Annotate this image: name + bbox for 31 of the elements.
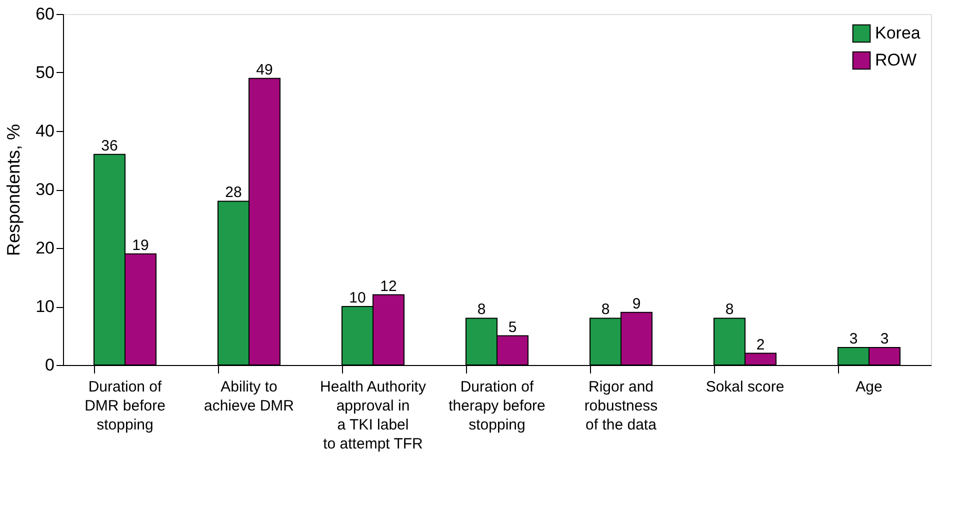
legend-label: Korea: [875, 24, 921, 42]
y-tick-label: 0: [45, 356, 54, 374]
x-tick-label: Sokal score: [706, 378, 784, 396]
data-label: 9: [632, 295, 641, 312]
data-label: 8: [477, 301, 486, 318]
y-tick-label: 60: [36, 4, 54, 24]
data-label: 19: [132, 236, 149, 254]
y-tick-label: 20: [36, 238, 54, 258]
data-label: 10: [349, 290, 366, 306]
data-label: 3: [849, 330, 858, 348]
x-tick-label: Duration of DMR before stopping: [84, 378, 166, 434]
y-tick-label: 50: [36, 63, 54, 82]
data-label: 12: [380, 278, 397, 295]
x-tick-label: Ability to achieve DMR: [204, 378, 294, 414]
y-tick-label: 40: [36, 122, 54, 140]
data-label: 2: [756, 336, 765, 354]
data-label: 8: [725, 301, 734, 318]
data-label: 28: [225, 184, 242, 202]
y-axis-title: Respondents, %: [4, 124, 24, 256]
x-tick-label: Rigor and robustness of the data: [584, 378, 658, 434]
x-tick-label: Duration of therapy before stopping: [448, 378, 546, 434]
y-tick-label: 30: [36, 180, 54, 199]
data-label: 36: [101, 137, 118, 154]
data-label: 49: [256, 61, 273, 78]
data-label: 8: [601, 301, 610, 318]
x-tick-label: Age: [856, 378, 882, 396]
legend-label: ROW: [875, 50, 917, 70]
data-label: 5: [508, 318, 517, 336]
x-tick-label: Health Authority approval in a TKI label to attempt TFR: [320, 378, 426, 452]
y-tick-label: 10: [36, 297, 54, 316]
data-label: 3: [880, 330, 889, 348]
